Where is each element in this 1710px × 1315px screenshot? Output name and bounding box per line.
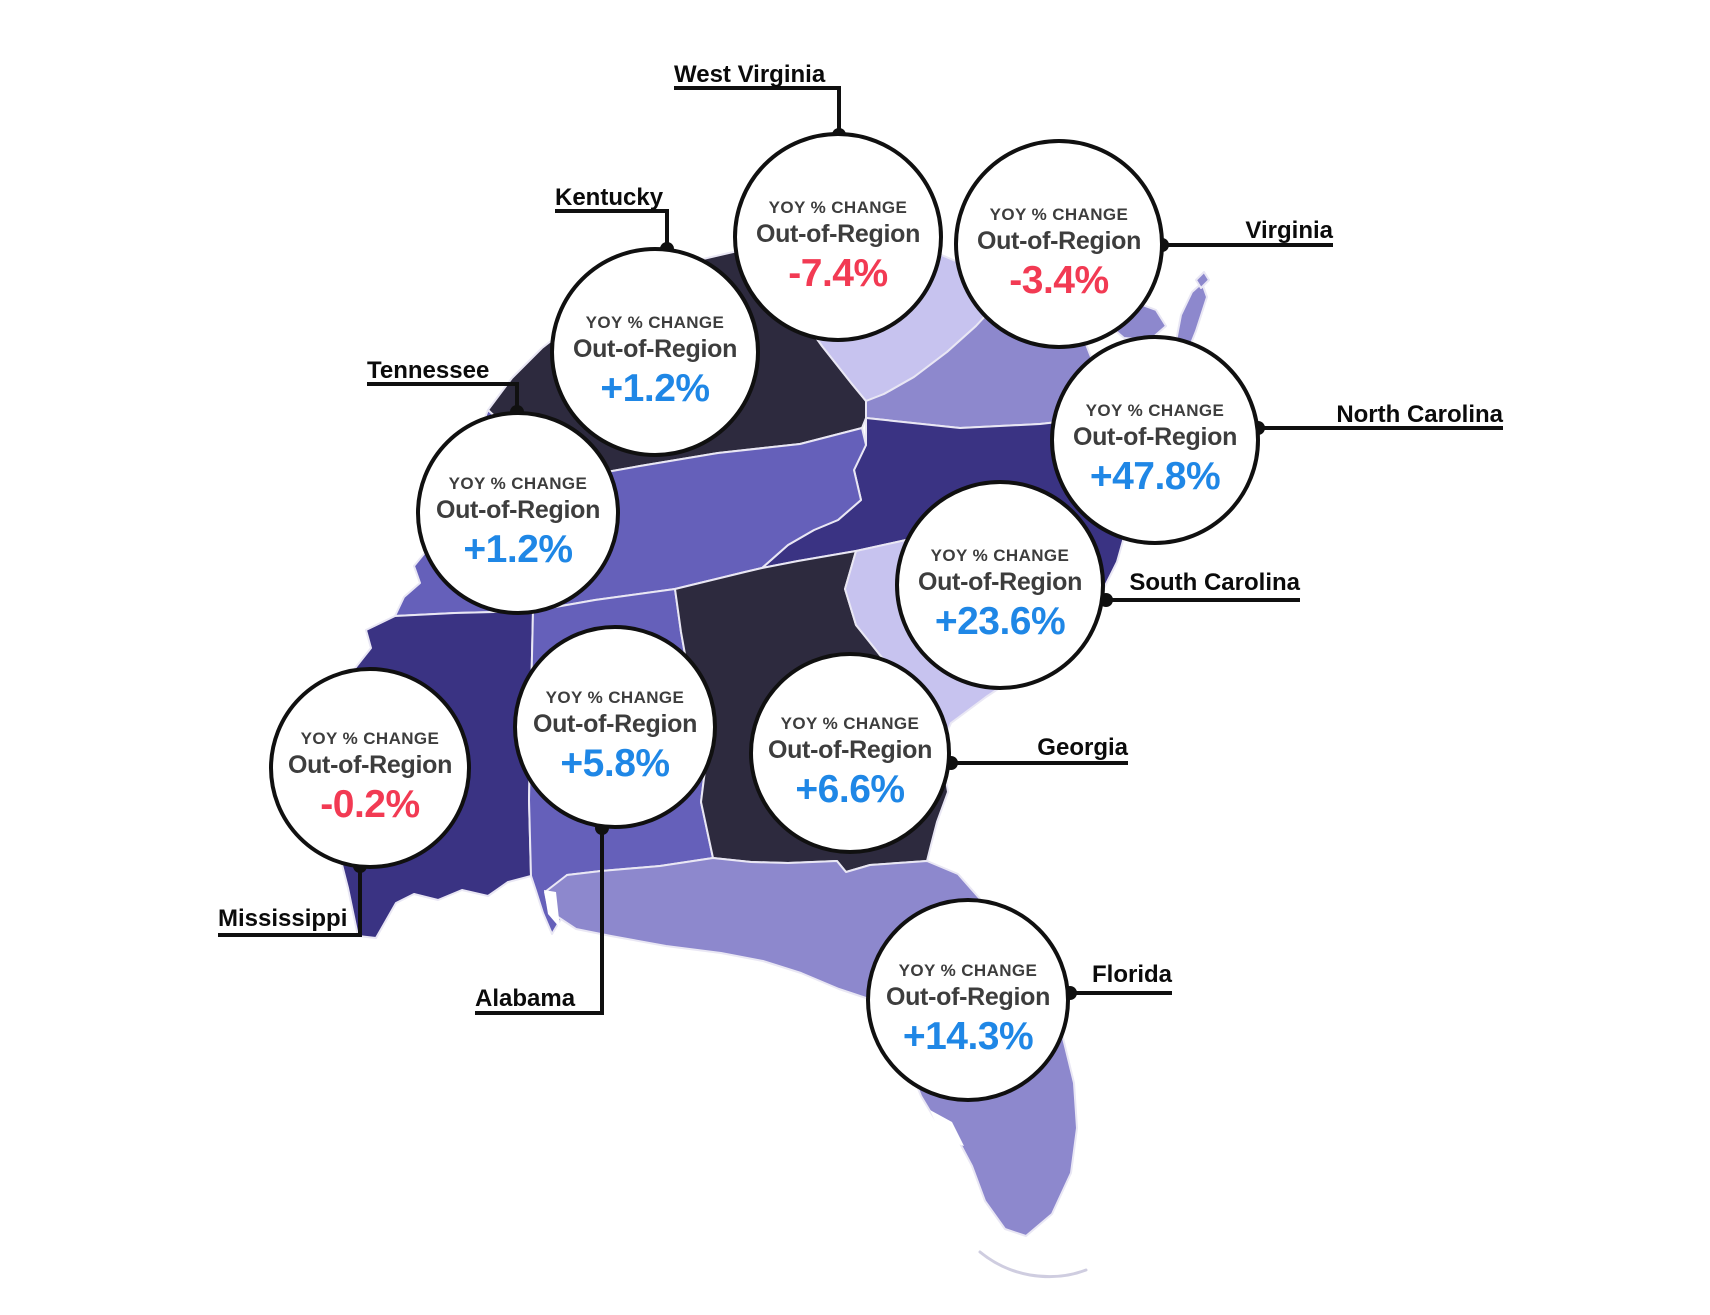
connector-florida (1063, 986, 1172, 1000)
bubble-alabama (513, 625, 717, 829)
florida-keys-outline (978, 1250, 1088, 1279)
connector-georgia (944, 756, 1128, 770)
tampa-bay-notch (930, 1110, 964, 1146)
state-shape-virginia-delmarva-islet (1195, 271, 1210, 289)
bubble-south-carolina (895, 480, 1105, 690)
connector-north-carolina (1251, 421, 1503, 435)
bubble-florida (866, 898, 1070, 1102)
connector-virginia (1155, 238, 1333, 252)
bubble-virginia (954, 139, 1164, 349)
mobile-bay-notch (544, 890, 560, 928)
connector-south-carolina (1099, 593, 1300, 607)
bubble-georgia (749, 652, 951, 854)
bubble-mississippi (269, 667, 471, 869)
bubble-kentucky (550, 247, 760, 457)
bubble-west-virginia (733, 132, 943, 342)
bubble-tennessee (416, 411, 620, 615)
bubble-north-carolina (1050, 335, 1260, 545)
